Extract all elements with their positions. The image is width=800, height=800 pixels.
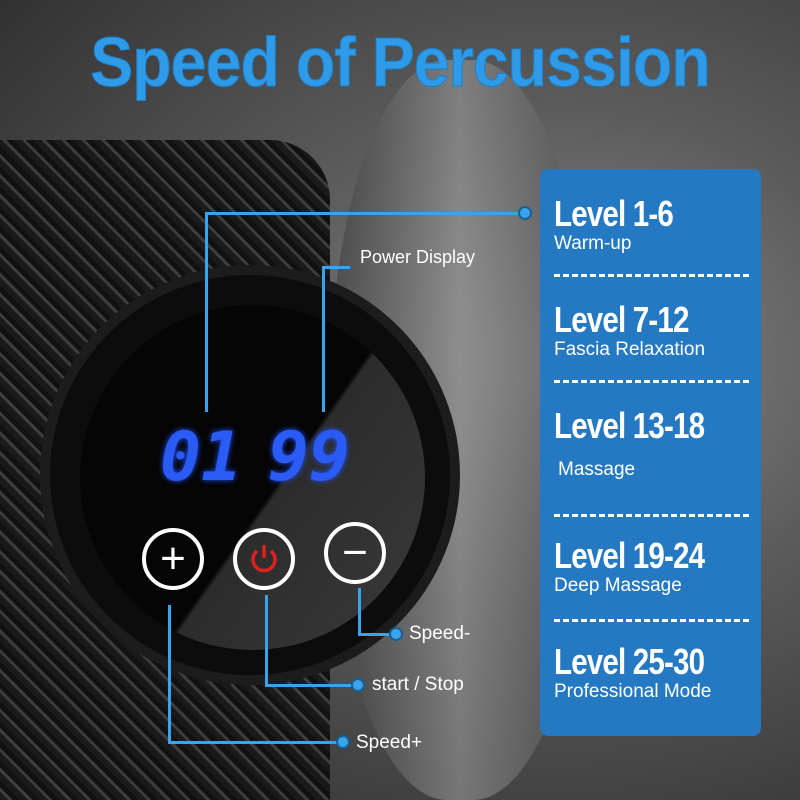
start-stop-label: start / Stop bbox=[372, 674, 464, 695]
callout-line bbox=[265, 595, 268, 686]
callout-dot bbox=[518, 206, 532, 220]
divider bbox=[554, 274, 749, 277]
level-range: Level 13-18 bbox=[554, 405, 705, 446]
minus-icon: − bbox=[342, 528, 368, 577]
power-display-label: Power Display bbox=[360, 247, 476, 267]
level-item: Level 19-24 Deep Massage bbox=[554, 535, 737, 597]
power-button[interactable] bbox=[233, 528, 295, 590]
divider bbox=[554, 619, 749, 622]
level-item: Level 13-18 Massage bbox=[554, 405, 737, 481]
speed-minus-button[interactable]: − bbox=[324, 522, 386, 584]
level-item: Level 7-12 Fascia Relaxation bbox=[554, 299, 718, 361]
speed-plus-label: Speed+ bbox=[356, 732, 423, 753]
callout-line bbox=[168, 741, 338, 744]
callout-line bbox=[168, 605, 171, 743]
plus-icon: + bbox=[160, 534, 186, 583]
level-item: Level 1-6 Warm-up bbox=[554, 193, 699, 255]
levels-panel: Level 1-6 Warm-up Level 7-12 Fascia Relaxa… bbox=[540, 169, 761, 736]
speed-plus-button[interactable]: + bbox=[142, 528, 204, 590]
power-readout: 99 bbox=[268, 418, 350, 497]
callout-line bbox=[205, 212, 208, 412]
level-mode: Deep Massage bbox=[554, 575, 682, 596]
page-title: Speed of Percussion bbox=[90, 23, 711, 102]
callout-dot bbox=[351, 678, 365, 692]
level-range: Level 1-6 bbox=[554, 193, 674, 234]
control-panel bbox=[80, 305, 425, 650]
callout-line bbox=[358, 588, 361, 635]
callout-line bbox=[358, 633, 394, 636]
callout-line bbox=[322, 266, 350, 269]
callout-line bbox=[205, 212, 523, 215]
level-range: Level 19-24 bbox=[554, 535, 705, 576]
level-range: Level 7-12 bbox=[554, 299, 689, 340]
level-mode: Massage bbox=[558, 459, 636, 480]
callout-line bbox=[265, 684, 353, 687]
level-range: Level 25-30 bbox=[554, 641, 705, 682]
callout-dot bbox=[389, 627, 403, 641]
level-mode: Warm-up bbox=[554, 233, 632, 254]
level-item: Level 25-30 Professional Mode bbox=[554, 641, 737, 703]
callout-line bbox=[322, 266, 325, 412]
level-mode: Fascia Relaxation bbox=[554, 339, 706, 360]
divider bbox=[554, 514, 749, 517]
level-mode: Professional Mode bbox=[554, 681, 712, 702]
divider bbox=[554, 380, 749, 383]
level-readout: 01 bbox=[160, 418, 242, 497]
power-icon bbox=[251, 545, 277, 573]
callout-dot bbox=[336, 735, 350, 749]
speed-minus-label: Speed- bbox=[409, 623, 471, 644]
